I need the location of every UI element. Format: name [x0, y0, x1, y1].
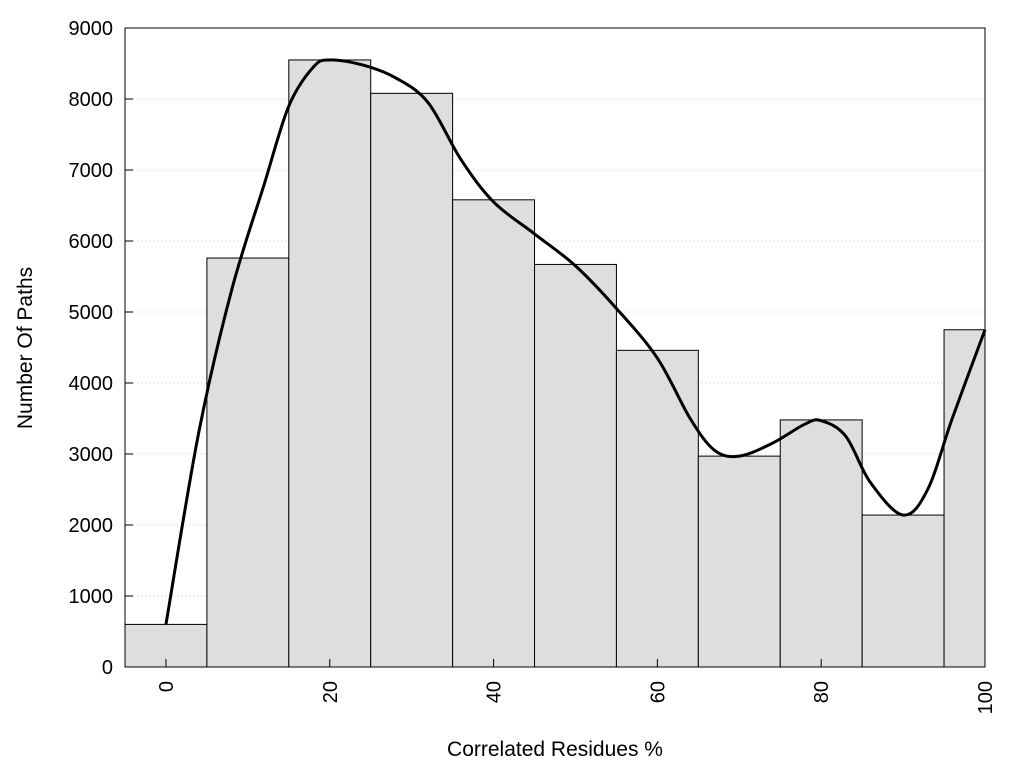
curve-group [164, 58, 987, 625]
y-tick-label: 7000 [69, 160, 114, 182]
histogram-bar [943, 329, 986, 668]
plot-frame [124, 27, 986, 668]
bars-group [124, 59, 986, 668]
y-tick-label: 5000 [69, 302, 114, 324]
y-axis-ticks: 0 1000 2000 3000 4000 5000 6000 7000 8000 9000 [69, 18, 133, 679]
x-tick-label: 80 [811, 681, 833, 703]
y-tick-label: 3000 [69, 444, 114, 466]
x-axis-label: Correlated Residues % [447, 738, 663, 761]
histogram-bar [534, 263, 617, 668]
x-tick-label: 40 [484, 681, 506, 703]
x-tick-label: 0 [156, 681, 178, 692]
y-tick-label: 9000 [69, 18, 114, 40]
y-tick-label: 1000 [69, 586, 114, 608]
histogram-bar [206, 257, 290, 668]
histogram-bar [615, 349, 699, 668]
trend-curve [164, 58, 987, 625]
y-tick-label: 8000 [69, 89, 114, 111]
histogram-bar [288, 59, 372, 668]
y-axis-label: Number Of Paths [14, 267, 37, 429]
x-tick-label: 100 [975, 681, 997, 714]
histogram-bar [370, 92, 454, 668]
x-axis-ticks: 0 20 40 60 80 100 [156, 659, 997, 714]
y-tick-label: 6000 [69, 231, 114, 253]
y-tick-label: 4000 [69, 373, 114, 395]
x-tick-label: 20 [320, 681, 342, 703]
y-tick-label: 2000 [69, 515, 114, 537]
histogram-bar [452, 199, 536, 668]
y-tick-label: 0 [102, 657, 113, 679]
histogram-bar [861, 514, 945, 668]
histogram-bar [779, 419, 863, 668]
histogram-bar [697, 455, 781, 668]
x-tick-label: 60 [647, 681, 669, 703]
